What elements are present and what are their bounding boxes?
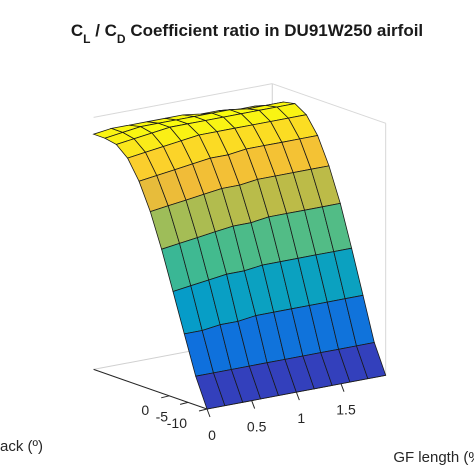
x-axis-label: GF length (%) [393,449,474,466]
y-tick-label: -10 [167,415,187,431]
x-tick-label: 1 [297,410,305,426]
x-tick-mark [295,391,300,401]
title-part-2: / C [90,21,116,40]
surface-patch [355,342,387,380]
x-tick-mark [206,408,211,418]
y-tick-label: 0 [141,402,149,418]
title-part-4: Coefficient ratio in DU91W250 airfoil [126,21,424,40]
title-part-3: D [117,32,126,46]
x-tick-label: 0.5 [247,419,267,435]
tick-labels: 0 0.5 1 1.5 0 -5-10 [141,383,356,443]
y-tick-mark [179,401,189,405]
back-top-edge [93,83,273,118]
x-tick-mark [340,383,345,392]
y-tick-label: -5 [156,408,169,424]
y-axis-line [93,368,208,410]
x-tick-label: 0 [208,427,216,443]
surface-mesh [92,101,387,410]
x-tick-mark [251,400,256,409]
right-top-edge [272,83,386,124]
title-part-1: L [83,32,90,46]
chart-title: CL / CD Coefficient ratio in DU91W250 ai… [71,21,423,46]
y-tick-mark [198,408,208,412]
title-part-0: C [71,21,83,40]
x-tick-label: 1.5 [336,402,356,418]
y-tick-mark [161,395,170,399]
y-axis-label: ack (º) [0,438,43,455]
